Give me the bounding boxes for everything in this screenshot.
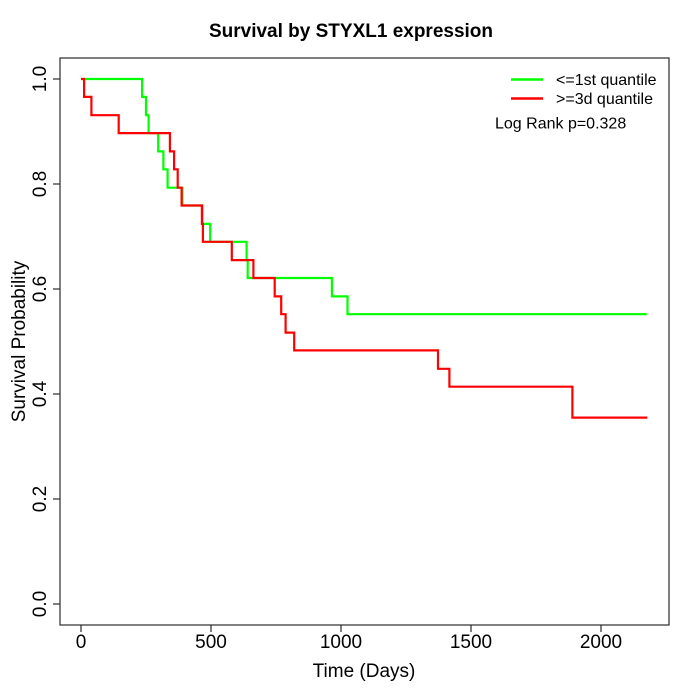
y-tick-label: 0.4 [30,380,51,407]
legend-label-high-expression: >=3d quantile [556,91,653,108]
x-tick-label: 2000 [580,632,622,653]
km-curve-high-expression [81,77,648,419]
log-rank-annotation: Log Rank p=0.328 [495,116,626,133]
x-axis-title: Time (Days) [313,661,416,682]
legend-label-low-expression: <=1st quantile [556,72,657,89]
plot-frame [59,57,670,626]
y-tick-label: 1.0 [30,66,51,92]
x-tick-label: 1000 [320,632,362,653]
x-tick-label: 0 [76,632,87,653]
x-axis: 0 500 1000 1500 2000 [76,625,622,653]
y-tick-label: 0.6 [30,276,51,302]
y-tick-label: 0.2 [30,486,51,512]
x-tick-label: 500 [195,632,227,653]
legend: <=1st quantile >=3d quantile Log Rank p=… [495,72,657,133]
x-tick-label: 1500 [450,632,492,653]
plot-title: Survival by STYXL1 expression [209,21,493,42]
y-axis: 0.0 0.2 0.4 0.6 0.8 1.0 [30,66,60,617]
y-tick-label: 0.0 [30,591,51,617]
y-axis-title: Survival Probability [9,260,30,422]
y-tick-label: 0.8 [30,171,51,197]
